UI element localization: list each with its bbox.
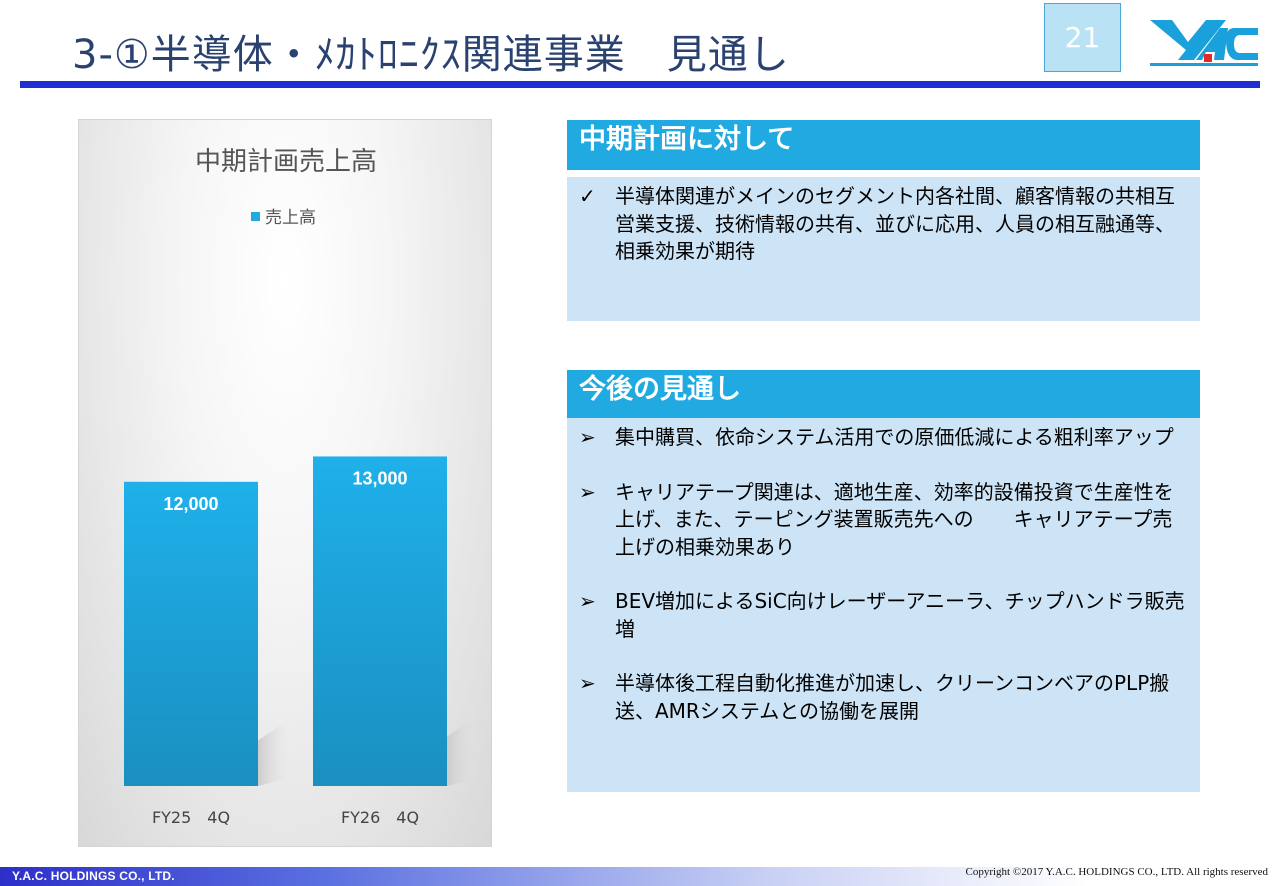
bar-value-label: 13,000 bbox=[352, 468, 407, 488]
arrow-bullet-icon: ➢ bbox=[579, 479, 596, 504]
bar-shadow bbox=[447, 713, 479, 786]
footer-company: Y.A.C. HOLDINGS CO., LTD. bbox=[12, 869, 175, 883]
page-number-badge: 21 bbox=[1044, 3, 1121, 72]
outlook-bullet: ➢ BEV増加によるSiC向けレーザーアニーラ、チップハンドラ販売増 bbox=[579, 588, 1190, 643]
plan-section-body: ✓ 半導体関連がメインのセグメント内各社間、顧客情報の共相互営業支援、技術情報の… bbox=[567, 177, 1200, 321]
outlook-bullet-text: 集中購買、依命システム活用での原価低減による粗利率アップ bbox=[615, 425, 1174, 449]
sales-bar-chart: 中期計画売上高 売上高 12,000 FY25 4Q 13,000 FY26 4Q bbox=[124, 147, 479, 827]
plan-bullet-text: 半導体関連がメインのセグメント内各社間、顧客情報の共相互営業支援、技術情報の共有… bbox=[615, 184, 1175, 263]
outlook-bullet-text: 半導体後工程自動化推進が加速し、クリーンコンベアのPLP搬送、AMRシステムとの… bbox=[615, 671, 1170, 723]
plan-section-heading: 中期計画に対して bbox=[567, 120, 1200, 170]
footer-copyright: Copyright ©2017 Y.A.C. HOLDINGS CO., LTD… bbox=[965, 866, 1269, 878]
sales-chart-panel: 中期計画売上高 売上高 12,000 FY25 4Q 13,000 FY26 4Q bbox=[78, 119, 492, 847]
arrow-bullet-icon: ➢ bbox=[579, 671, 596, 695]
bar bbox=[313, 456, 447, 786]
page-title: 3-①半導体・ﾒｶﾄﾛﾆｸｽ関連事業 見通し bbox=[72, 32, 790, 78]
arrow-bullet-icon: ➢ bbox=[579, 589, 596, 613]
check-icon: ✓ bbox=[579, 184, 596, 208]
outlook-bullet-text: キャリアテープ関連は、適地生産、効率的設備投資で生産性を上げ、また、テーピング装… bbox=[615, 479, 1174, 559]
bar-value-label: 12,000 bbox=[163, 494, 218, 514]
outlook-bullet: ➢ 半導体後工程自動化推進が加速し、クリーンコンベアのPLP搬送、AMRシステム… bbox=[579, 670, 1190, 725]
x-tick-label: FY25 4Q bbox=[152, 808, 230, 827]
x-tick-label: FY26 4Q bbox=[341, 808, 419, 827]
title-divider bbox=[20, 81, 1260, 88]
arrow-bullet-icon: ➢ bbox=[579, 425, 596, 449]
company-logo bbox=[1150, 20, 1258, 66]
outlook-section-body: ➢ 集中購買、依命システム活用での原価低減による粗利率アップ ➢ キャリアテープ… bbox=[567, 418, 1200, 792]
outlook-bullet: ➢ キャリアテープ関連は、適地生産、効率的設備投資で生産性を上げ、また、テーピン… bbox=[579, 479, 1190, 562]
outlook-bullet: ➢ 集中購買、依命システム活用での原価低減による粗利率アップ bbox=[579, 424, 1190, 452]
plan-bullet: ✓ 半導体関連がメインのセグメント内各社間、顧客情報の共相互営業支援、技術情報の… bbox=[579, 183, 1190, 266]
bar bbox=[124, 481, 258, 786]
outlook-section-heading: 今後の見通し bbox=[567, 370, 1200, 420]
chart-title: 中期計画売上高 bbox=[195, 147, 377, 177]
legend-label: 売上高 bbox=[265, 208, 316, 228]
bar-shadow bbox=[258, 719, 290, 786]
outlook-bullet-text: BEV増加によるSiC向けレーザーアニーラ、チップハンドラ販売増 bbox=[615, 589, 1185, 641]
footer-band bbox=[0, 867, 1280, 886]
legend-swatch bbox=[251, 212, 260, 221]
